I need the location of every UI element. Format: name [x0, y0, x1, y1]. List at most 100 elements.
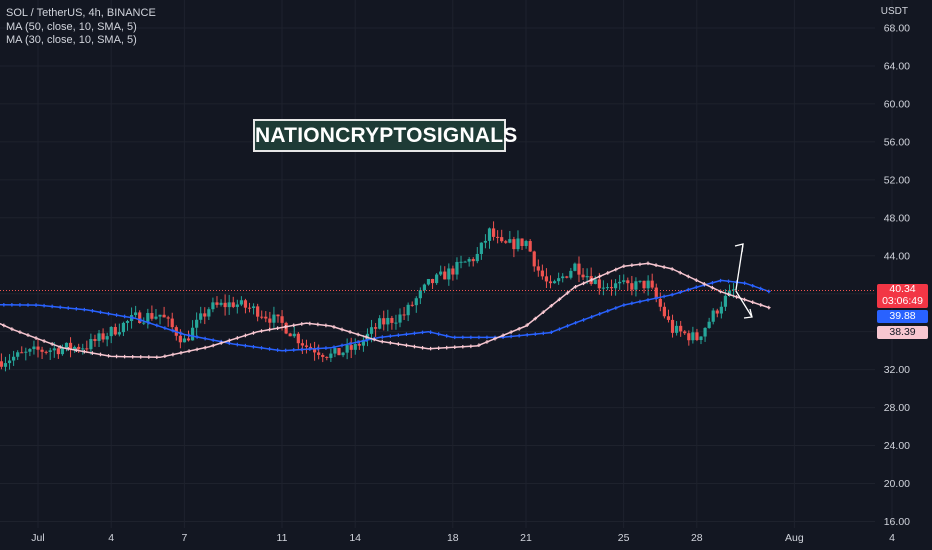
- ma30-line-marker: [613, 267, 618, 272]
- ma50-line-marker: [74, 307, 79, 311]
- ma50-line-marker: [10, 303, 14, 307]
- y-tick-label: 32.00: [884, 364, 910, 376]
- ma30-line-marker: [316, 322, 320, 327]
- ma30-line-marker: [766, 305, 771, 310]
- ma30-legend[interactable]: MA (30, close, 10, SMA, 5): [6, 34, 137, 46]
- x-tick-label: 4: [108, 532, 114, 544]
- ma50-line-marker: [259, 346, 264, 350]
- candle-body: [215, 302, 219, 305]
- ma50-line-marker: [283, 348, 288, 353]
- candle-body: [447, 268, 451, 280]
- candle-body: [308, 346, 313, 349]
- candle-body: [585, 276, 589, 278]
- ma50-line-marker: [203, 336, 207, 341]
- ma50-line-marker: [187, 333, 191, 338]
- ma50-line-marker: [42, 303, 46, 308]
- watermark-label: NATIONCRYPTOSIGNALS: [253, 119, 517, 152]
- last-price-value: 40.34: [889, 283, 916, 295]
- candle-body: [394, 322, 398, 324]
- candle-body: [626, 280, 630, 284]
- ma50-line-marker: [34, 303, 38, 307]
- candle-body: [146, 313, 150, 323]
- ma30-line-marker: [533, 316, 538, 321]
- candle-body: [552, 281, 557, 284]
- ma30-line-marker: [646, 261, 650, 266]
- candle-body: [731, 289, 736, 291]
- ma50-line-marker: [436, 332, 441, 336]
- candle-body: [121, 322, 126, 333]
- ma50-line-marker: [509, 334, 513, 339]
- candle-body: [459, 261, 463, 263]
- candle-body: [40, 349, 44, 352]
- ma30-line-marker: [404, 343, 409, 348]
- candle-body: [190, 327, 195, 341]
- ma50-line-marker: [477, 335, 481, 340]
- ma30-line-marker: [396, 342, 401, 346]
- ma50-line-marker: [324, 346, 328, 350]
- candle-body: [256, 306, 260, 317]
- ma50-line-marker: [388, 334, 393, 338]
- ma50-line-marker: [130, 316, 135, 320]
- ma30-line-marker: [291, 323, 296, 328]
- ma30-line-marker: [742, 297, 747, 302]
- symbol-title[interactable]: SOL / TetherUS, 4h, BINANCE: [6, 7, 156, 19]
- ma50-line-marker: [356, 340, 360, 344]
- ma30-line-marker: [485, 340, 489, 344]
- ma50-line-marker: [195, 335, 199, 339]
- candle-body: [357, 344, 361, 346]
- candle-body: [707, 321, 711, 328]
- ma50-line-marker: [420, 330, 425, 335]
- ma50-line-marker: [308, 347, 312, 351]
- ma50-line-marker: [718, 278, 723, 283]
- ma30-line-marker: [243, 333, 248, 338]
- ma30-line-marker: [605, 271, 610, 275]
- candle-body: [3, 363, 8, 367]
- y-tick-label: 52.00: [884, 174, 910, 186]
- ma30-line-marker: [509, 330, 513, 334]
- ma50-line-marker: [316, 346, 320, 351]
- ma30-line-marker: [275, 326, 280, 330]
- ma30-line-marker: [581, 281, 586, 286]
- candle-body: [170, 318, 174, 328]
- candle-body: [504, 241, 508, 243]
- ma30-line-marker: [219, 341, 224, 345]
- candle-body: [81, 348, 85, 350]
- grid: [0, 0, 893, 528]
- candle-body: [638, 280, 642, 282]
- ma30-line-marker: [259, 329, 264, 333]
- ma50-line-marker: [404, 332, 409, 337]
- candle-body: [382, 318, 386, 325]
- candle-body: [622, 280, 626, 282]
- candle-body: [455, 261, 459, 275]
- ma50-line-marker: [686, 287, 691, 292]
- y-tick-label: 64.00: [884, 60, 910, 72]
- candle-body: [670, 319, 675, 333]
- annotation-arrows[interactable]: [734, 243, 753, 319]
- y-tick-label: 24.00: [884, 440, 910, 452]
- ma50-line-marker: [18, 303, 22, 307]
- x-tick-label: 18: [447, 532, 459, 544]
- candle-body: [97, 333, 101, 341]
- candle-body: [703, 327, 707, 337]
- candle-body: [182, 338, 187, 343]
- ma30-line-marker: [710, 285, 715, 290]
- ma50-line-marker: [541, 331, 546, 336]
- candle-body: [36, 346, 40, 350]
- candle-body: [646, 280, 650, 289]
- ma50-legend[interactable]: MA (50, close, 10, SMA, 5): [6, 20, 137, 33]
- ma30-line-marker: [58, 345, 63, 349]
- ma30-line-marker: [18, 330, 22, 334]
- candle-body: [223, 302, 227, 308]
- ma30-line-marker: [501, 333, 505, 338]
- x-axis[interactable]: Jul 4 7 11 14 18 21 25 28 Aug 4: [31, 532, 895, 544]
- candle-body: [243, 300, 248, 308]
- candle-body: [569, 270, 573, 278]
- ma50-line-marker: [549, 330, 554, 335]
- candle-body: [699, 336, 703, 341]
- ma30-line-marker: [444, 345, 449, 350]
- ma50-line-marker: [670, 292, 674, 297]
- y-tick-label: 56.00: [884, 136, 910, 148]
- candle-body: [390, 317, 394, 323]
- candle-body: [231, 302, 235, 307]
